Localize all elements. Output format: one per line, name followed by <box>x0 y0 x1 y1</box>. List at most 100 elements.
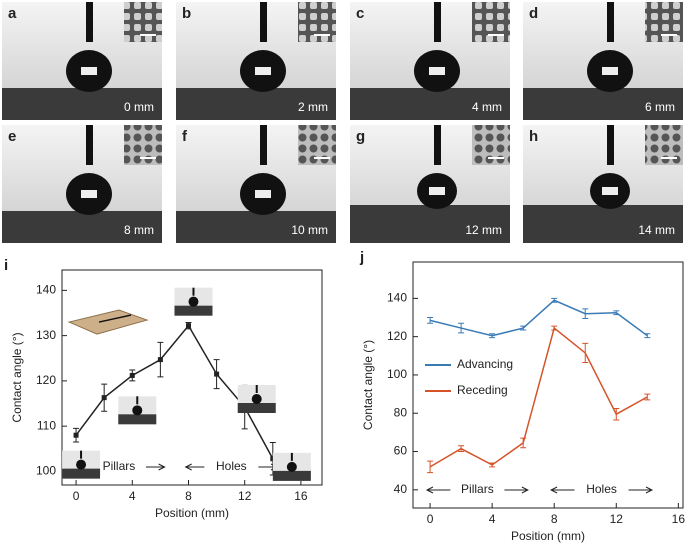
x-tick-label: 8 <box>551 512 558 526</box>
photo-panel: g 12 mm <box>350 125 510 243</box>
inset-droplet <box>76 459 87 470</box>
y-tick-label: 80 <box>394 405 408 419</box>
plot-frame <box>412 261 684 509</box>
substrate-sketch <box>67 309 149 335</box>
y-tick-label: 110 <box>37 418 56 432</box>
inset-needle <box>255 385 258 393</box>
substrate <box>2 88 162 120</box>
photo-panel: e 8 mm <box>2 125 162 243</box>
legend-label: Advancing <box>457 357 513 371</box>
photo-panel: f 10 mm <box>176 125 336 243</box>
inset-substrate <box>62 468 101 479</box>
needle <box>86 125 93 165</box>
x-axis-label: Position (mm) <box>155 506 229 520</box>
error-bar <box>582 342 589 364</box>
droplet-highlight <box>602 187 618 195</box>
inset-substrate <box>118 414 157 425</box>
y-tick-label: 40 <box>394 482 408 496</box>
x-axis-label: Position (mm) <box>511 529 585 543</box>
panel-letter: b <box>182 5 191 22</box>
error-bar <box>458 322 465 334</box>
error-bar <box>427 460 434 474</box>
droplet-highlight <box>602 67 618 75</box>
error-bar <box>551 325 558 331</box>
y-tick-label: 100 <box>36 464 56 478</box>
data-point <box>185 323 191 329</box>
position-label: 4 mm <box>472 100 502 114</box>
y-axis-label: Contact angle (°) <box>10 332 24 422</box>
substrate <box>350 205 510 243</box>
needle <box>86 2 93 42</box>
data-point <box>129 372 135 378</box>
photo-panel: c 4 mm <box>350 2 510 120</box>
error-bar <box>613 310 620 316</box>
error-bar <box>551 297 558 303</box>
needle <box>607 125 614 165</box>
droplet-highlight <box>81 67 97 75</box>
error-bar <box>644 333 651 339</box>
droplet-highlight <box>81 190 97 198</box>
error-bar <box>644 393 651 401</box>
inset-droplet <box>251 394 262 404</box>
x-tick-label: 4 <box>129 489 136 503</box>
panel-letter: d <box>529 5 538 22</box>
annotation: Holes <box>586 482 617 496</box>
error-bar <box>489 333 496 339</box>
x-tick-label: 16 <box>672 512 685 526</box>
photo-panel: h 14 mm <box>523 125 683 243</box>
y-tick-label: 120 <box>387 329 407 343</box>
x-tick-label: 8 <box>185 489 192 503</box>
position-label: 0 mm <box>124 100 154 114</box>
x-tick-label: 12 <box>238 489 252 503</box>
needle <box>260 125 267 165</box>
substrate <box>350 88 510 120</box>
x-tick-label: 0 <box>427 512 434 526</box>
data-point <box>270 456 276 462</box>
droplet-highlight <box>255 190 271 198</box>
error-bar <box>427 317 434 324</box>
direction-arrow <box>98 314 132 323</box>
droplet-highlight <box>429 67 445 75</box>
annotation: Pillars <box>103 459 136 473</box>
annotation: Holes <box>216 459 247 473</box>
y-tick-label: 140 <box>36 283 56 297</box>
data-point <box>73 432 79 438</box>
panel-letter: h <box>529 128 538 145</box>
panel-letter: a <box>8 5 17 22</box>
droplet-highlight <box>429 187 445 195</box>
panel-letter: i <box>4 257 8 274</box>
y-tick-label: 60 <box>394 444 408 458</box>
error-bar <box>582 308 589 319</box>
panel-letter: e <box>8 128 16 145</box>
annotation-bg <box>574 482 629 498</box>
x-tick-label: 16 <box>294 489 308 503</box>
inset-needle <box>80 450 83 459</box>
needle <box>260 2 267 42</box>
substrate <box>523 205 683 243</box>
data-point <box>157 357 163 363</box>
inset-substrate <box>174 305 213 316</box>
data-point <box>214 371 220 377</box>
needle <box>434 2 441 42</box>
inset-needle <box>136 396 139 405</box>
inset-needle <box>290 452 293 461</box>
error-bar <box>520 325 527 331</box>
inset-droplet <box>286 461 297 472</box>
photo-panel: a 0 mm <box>2 2 162 120</box>
y-tick-label: 100 <box>387 367 407 381</box>
panel-letter: j <box>359 249 364 266</box>
position-label: 2 mm <box>298 100 328 114</box>
substrate <box>2 211 162 243</box>
inset-droplet <box>188 296 199 307</box>
data-line <box>429 299 648 337</box>
photo-panel: b 2 mm <box>176 2 336 120</box>
y-axis-label: Contact angle (°) <box>361 340 375 430</box>
substrate <box>176 88 336 120</box>
x-tick-label: 0 <box>73 489 80 503</box>
plot-frame <box>61 269 323 486</box>
position-label: 8 mm <box>124 223 154 237</box>
error-bar <box>520 437 527 449</box>
needle <box>607 2 614 42</box>
position-label: 10 mm <box>291 223 328 237</box>
